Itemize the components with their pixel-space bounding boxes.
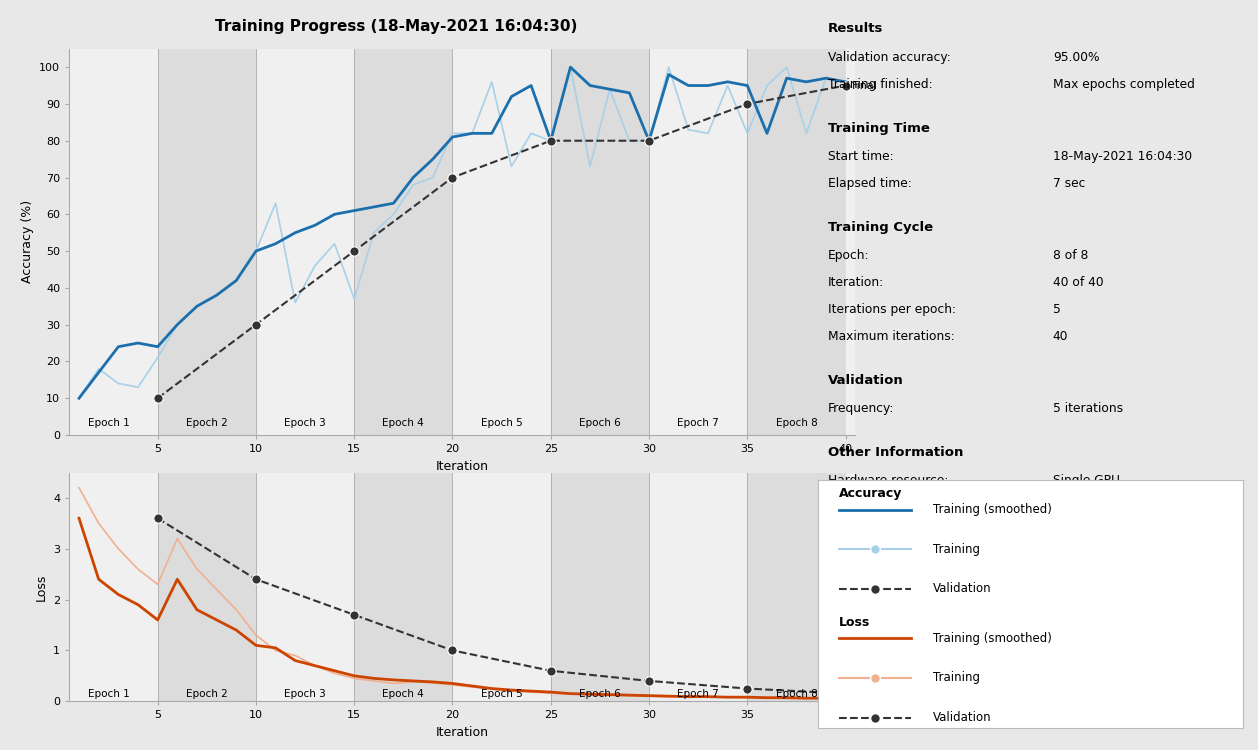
- Text: Epoch 1: Epoch 1: [88, 418, 130, 428]
- Text: Training (smoothed): Training (smoothed): [932, 503, 1052, 516]
- Bar: [551, 472, 649, 701]
- Bar: [453, 472, 551, 701]
- Y-axis label: Loss: Loss: [34, 573, 48, 601]
- Bar: [453, 49, 551, 435]
- Text: Learning rate:: Learning rate:: [828, 528, 913, 541]
- Text: 40 of 40: 40 of 40: [1053, 276, 1103, 289]
- Text: Elapsed time:: Elapsed time:: [828, 177, 911, 190]
- Text: 5: 5: [1053, 303, 1060, 316]
- Text: Hardware resource:: Hardware resource:: [828, 474, 949, 487]
- Point: [245, 573, 265, 585]
- Text: Final: Final: [852, 80, 877, 91]
- Point: [443, 172, 463, 184]
- Bar: [355, 49, 453, 435]
- Point: [835, 688, 855, 700]
- Text: Epoch:: Epoch:: [828, 249, 869, 262]
- Point: [737, 682, 757, 694]
- Point: [541, 135, 561, 147]
- Bar: [551, 49, 649, 435]
- Text: Maximum iterations:: Maximum iterations:: [828, 330, 955, 343]
- Text: Training: Training: [932, 543, 980, 556]
- Bar: [59, 472, 157, 701]
- Point: [639, 135, 659, 147]
- Bar: [157, 49, 255, 435]
- Point: [737, 98, 757, 110]
- Text: Training (smoothed): Training (smoothed): [932, 632, 1052, 645]
- Text: i: i: [843, 560, 845, 570]
- Text: Epoch 6: Epoch 6: [579, 418, 620, 428]
- Text: 8 of 8: 8 of 8: [1053, 249, 1088, 262]
- Text: Epoch 5: Epoch 5: [481, 418, 522, 428]
- Text: Epoch 3: Epoch 3: [284, 688, 326, 699]
- Text: Epoch 7: Epoch 7: [677, 688, 720, 699]
- Text: 7 sec: 7 sec: [1053, 177, 1086, 190]
- Text: Epoch 3: Epoch 3: [284, 418, 326, 428]
- Text: Constant: Constant: [1053, 501, 1108, 514]
- Text: 18-May-2021 16:04:30: 18-May-2021 16:04:30: [1053, 150, 1191, 163]
- Text: Iteration:: Iteration:: [828, 276, 884, 289]
- Text: Learning rate schedule:: Learning rate schedule:: [828, 501, 972, 514]
- Text: Training Progress (18-May-2021 16:04:30): Training Progress (18-May-2021 16:04:30): [215, 19, 577, 34]
- Text: Epoch 2: Epoch 2: [186, 418, 228, 428]
- Point: [835, 80, 855, 92]
- Bar: [747, 49, 845, 435]
- Point: [147, 512, 167, 524]
- Y-axis label: Accuracy (%): Accuracy (%): [20, 200, 34, 284]
- Point: [245, 319, 265, 331]
- Text: Frequency:: Frequency:: [828, 402, 894, 415]
- Text: Validation: Validation: [932, 711, 991, 724]
- Text: Loss: Loss: [839, 616, 871, 628]
- Text: Training Cycle: Training Cycle: [828, 220, 932, 233]
- Point: [639, 675, 659, 687]
- Text: Epoch 5: Epoch 5: [481, 688, 522, 699]
- Text: Single GPU: Single GPU: [1053, 474, 1120, 487]
- Text: Accuracy: Accuracy: [839, 487, 902, 500]
- Text: Epoch 1: Epoch 1: [88, 688, 130, 699]
- Text: Epoch 7: Epoch 7: [677, 418, 720, 428]
- X-axis label: Iteration: Iteration: [435, 460, 489, 472]
- Text: 95.00%: 95.00%: [1053, 51, 1099, 64]
- Text: 5 iterations: 5 iterations: [1053, 402, 1123, 415]
- Text: Other Information: Other Information: [828, 446, 964, 458]
- Text: Epoch 4: Epoch 4: [382, 418, 424, 428]
- Bar: [649, 472, 747, 701]
- Point: [345, 609, 365, 621]
- Point: [541, 664, 561, 676]
- Text: Start time:: Start time:: [828, 150, 893, 163]
- Text: Training finished:: Training finished:: [828, 78, 932, 91]
- Bar: [649, 49, 747, 435]
- Text: Epoch 8: Epoch 8: [776, 418, 818, 428]
- Text: Epoch 2: Epoch 2: [186, 688, 228, 699]
- Text: Epoch 8: Epoch 8: [776, 688, 818, 699]
- Bar: [255, 472, 355, 701]
- Text: Max epochs completed: Max epochs completed: [1053, 78, 1195, 91]
- Point: [345, 245, 365, 257]
- Text: Training: Training: [932, 671, 980, 685]
- Bar: [157, 472, 255, 701]
- Bar: [355, 472, 453, 701]
- Text: Results: Results: [828, 22, 883, 35]
- Text: Learn more: Learn more: [859, 572, 931, 584]
- Text: 0.0001: 0.0001: [1053, 528, 1096, 541]
- X-axis label: Iteration: Iteration: [435, 726, 489, 739]
- Text: 40: 40: [1053, 330, 1068, 343]
- Text: Training Time: Training Time: [828, 122, 930, 134]
- Text: Validation accuracy:: Validation accuracy:: [828, 51, 950, 64]
- Text: Final: Final: [852, 688, 877, 699]
- Bar: [59, 49, 157, 435]
- Text: Iterations per epoch:: Iterations per epoch:: [828, 303, 956, 316]
- Bar: [747, 472, 845, 701]
- Text: Epoch 4: Epoch 4: [382, 688, 424, 699]
- Bar: [255, 49, 355, 435]
- Text: Epoch 6: Epoch 6: [579, 688, 620, 699]
- Point: [443, 644, 463, 656]
- Text: Validation: Validation: [932, 583, 991, 596]
- Text: Validation: Validation: [828, 374, 903, 386]
- Point: [147, 392, 167, 404]
